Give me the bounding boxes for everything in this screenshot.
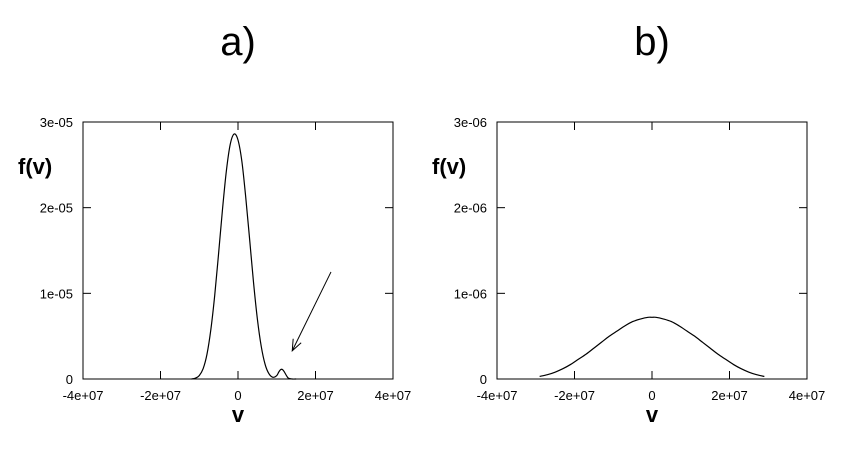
panel-b-x-axis-label: v [646,402,659,427]
panel-b-x-tick-label: 0 [648,388,655,403]
panel-a-y-tick-label: 2e-05 [40,201,73,216]
panel-b-x-tick-label: 4e+07 [789,388,826,403]
panel-a-y-tick-labels: 0 1e-05 2e-05 3e-05 [40,115,73,387]
panel-b-ticks [496,121,808,380]
panel-b-series-line [539,316,765,378]
panel-b-x-tick-label: -4e+07 [477,388,518,403]
panel-a-y-axis-label: f(v) [18,154,52,179]
panel-b-y-tick-labels: 0 1e-06 2e-06 3e-06 [454,115,487,387]
chart-panel-b: b) f(v) v -4e+07 -2e+07 0 2e+07 4e+07 0 … [432,20,825,427]
panel-a-x-tick-label: 4e+07 [375,388,412,403]
chart-panel-a: a) f(v) v -4e+07 -2e+07 0 2e+07 4e+07 0 … [18,20,411,427]
panel-a-x-tick-label: 0 [234,388,241,403]
panel-b-x-tick-label: -2e+07 [554,388,595,403]
panel-a-x-axis-label: v [232,402,245,427]
panel-a-ticks [82,121,394,380]
panel-b-x-tick-label: 2e+07 [711,388,748,403]
panel-a-annotation-arrow [291,271,332,351]
panel-a-y-tick-label: 3e-05 [40,115,73,130]
panel-b-y-axis-label: f(v) [432,154,466,179]
panel-a-annotations [291,271,332,352]
panel-b-title: b) [634,20,670,64]
panel-a-plot-frame [82,121,394,380]
panel-b-y-tick-label: 2e-06 [454,201,487,216]
panel-a-series-line [191,133,297,380]
panel-a-y-tick-label: 1e-05 [40,286,73,301]
panel-a-x-tick-label: -2e+07 [140,388,181,403]
panel-b-y-tick-label: 3e-06 [454,115,487,130]
panel-b-y-tick-label: 0 [480,372,487,387]
panel-a-x-tick-label: -4e+07 [63,388,104,403]
panel-a-x-tick-label: 2e+07 [297,388,334,403]
panel-b-x-tick-labels: -4e+07 -2e+07 0 2e+07 4e+07 [477,388,826,403]
panel-a-title: a) [220,20,256,64]
panel-b-y-tick-label: 1e-06 [454,286,487,301]
panel-a-y-tick-label: 0 [66,372,73,387]
panel-a-annotation-arrowhead [291,338,302,352]
panel-a-x-tick-labels: -4e+07 -2e+07 0 2e+07 4e+07 [63,388,412,403]
panel-b-plot-frame [496,121,808,380]
